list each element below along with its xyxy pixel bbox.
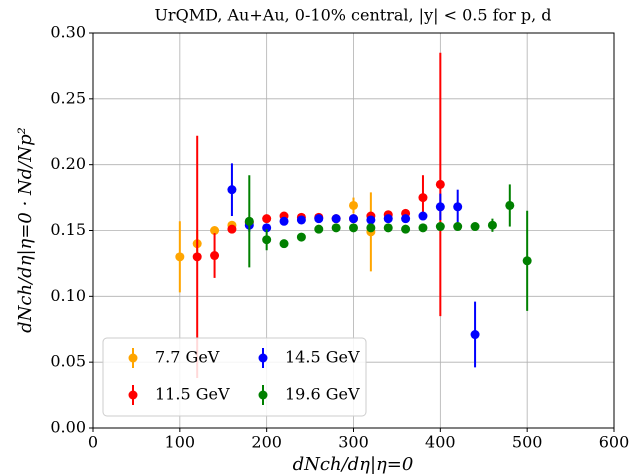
data-point — [296, 215, 306, 225]
data-point — [349, 200, 358, 210]
data-point — [435, 179, 445, 189]
data-point — [227, 185, 237, 195]
data-point — [401, 214, 411, 224]
y-tick-label: 0.15 — [50, 220, 86, 239]
y-tick-label: 0.25 — [50, 88, 86, 107]
x-tick-label: 0 — [88, 433, 98, 452]
x-tick-label: 300 — [338, 433, 369, 452]
data-point — [192, 252, 202, 262]
data-point — [244, 216, 254, 226]
data-point — [262, 214, 272, 224]
legend-label: 11.5 GeV — [155, 385, 230, 404]
data-point — [210, 226, 220, 235]
legend-label: 7.7 GeV — [155, 348, 220, 367]
data-point — [227, 224, 237, 234]
y-tick-label: 0.10 — [50, 286, 86, 305]
legend-marker — [258, 390, 268, 400]
x-axis-label: dNch/dη|η=0 — [293, 454, 414, 475]
data-point — [418, 193, 428, 203]
data-point — [383, 214, 393, 224]
data-point — [210, 251, 220, 261]
data-point — [453, 202, 463, 212]
data-point — [453, 222, 463, 232]
data-point — [314, 224, 324, 234]
data-point — [435, 202, 445, 212]
legend-label: 19.6 GeV — [285, 385, 360, 404]
plot-frame — [92, 32, 615, 429]
data-point — [262, 223, 272, 233]
data-point — [522, 256, 532, 266]
x-tick-label: 500 — [512, 433, 543, 452]
legend-marker — [128, 390, 138, 400]
x-tick-label: 100 — [165, 433, 196, 452]
data-point — [349, 223, 358, 233]
data-point — [418, 211, 428, 221]
data-point — [262, 235, 272, 245]
y-tick-label: 0.00 — [50, 418, 86, 437]
legend-label: 14.5 GeV — [285, 348, 360, 367]
data-point — [314, 214, 324, 224]
plot-area — [175, 52, 532, 378]
data-point — [401, 224, 411, 234]
y-tick-label: 0.30 — [50, 23, 86, 42]
data-point — [487, 220, 497, 230]
data-point — [505, 200, 515, 210]
data-point — [279, 239, 289, 249]
data-point — [418, 223, 428, 233]
data-point — [366, 215, 376, 225]
data-point — [175, 252, 185, 262]
data-point — [470, 222, 480, 232]
x-tick-label: 200 — [251, 433, 282, 452]
data-point — [366, 223, 376, 233]
data-point — [470, 330, 480, 340]
x-tick-label: 600 — [599, 433, 630, 452]
legend-marker — [258, 353, 268, 363]
data-point — [435, 222, 445, 232]
y-axis-label: dNch/dη|η=0 · Nd/Np² — [15, 127, 36, 333]
data-point — [279, 216, 289, 226]
data-point — [296, 232, 306, 242]
x-tick-label: 400 — [425, 433, 456, 452]
data-point — [331, 223, 341, 233]
data-point — [383, 223, 393, 233]
legend-box — [102, 337, 367, 417]
data-point — [349, 214, 358, 224]
chart-title: UrQMD, Au+Au, 0-10% central, |y| < 0.5 f… — [154, 6, 551, 25]
data-point — [331, 214, 341, 224]
legend-marker — [128, 353, 138, 363]
y-tick-label: 0.20 — [50, 154, 86, 173]
y-tick-label: 0.05 — [50, 352, 86, 371]
